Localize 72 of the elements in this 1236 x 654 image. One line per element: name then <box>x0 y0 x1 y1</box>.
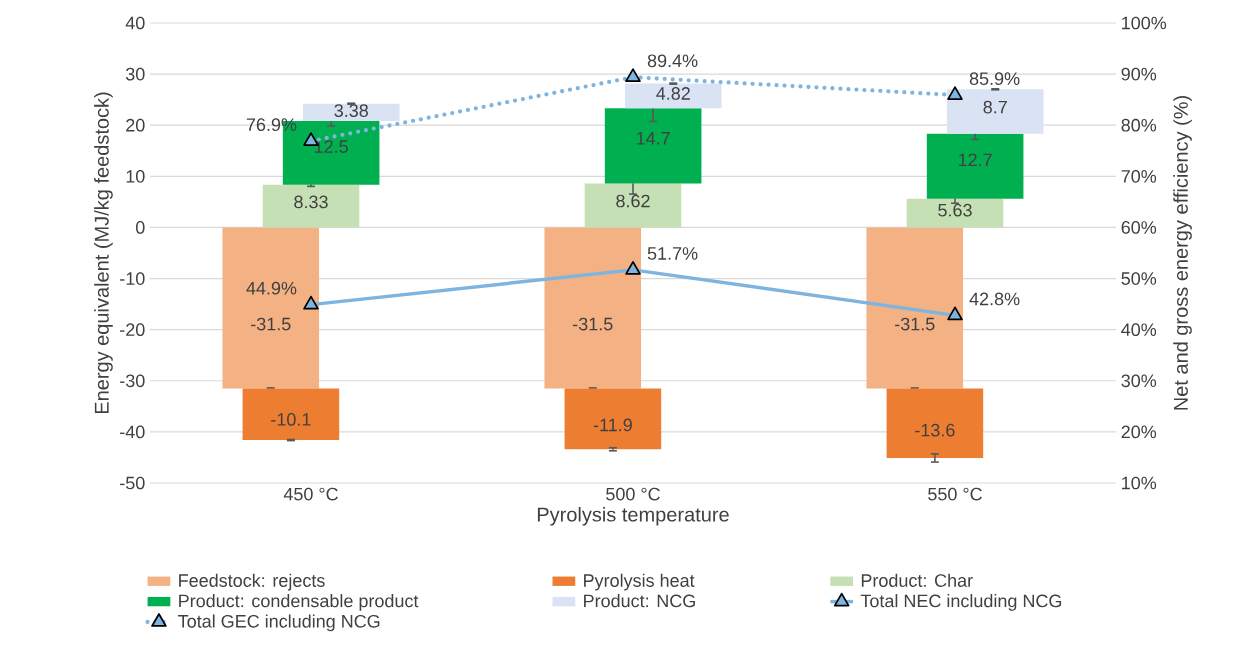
data-label: 12.5 <box>314 140 348 153</box>
bar <box>584 183 682 228</box>
bar <box>866 227 964 389</box>
y2-tick-label: 20% <box>1121 425 1157 439</box>
data-label: 8.62 <box>616 194 650 208</box>
data-label: 51.7% <box>647 247 698 260</box>
bar <box>906 198 1004 228</box>
bar <box>262 184 360 228</box>
legend-label: Pyrolysis heat <box>584 573 695 591</box>
y2-tick-label: 50% <box>1121 272 1157 285</box>
y-tick-label: 0 <box>135 221 145 234</box>
y2-tick-label: 80% <box>1121 118 1157 132</box>
y-tick-label: 20 <box>126 118 145 132</box>
y2-tick-label: 70% <box>1121 169 1157 183</box>
bar <box>926 133 1024 199</box>
data-label: -10.1 <box>271 413 311 426</box>
x-tick-label: 450 °C <box>283 487 338 501</box>
data-label: 85.9% <box>969 72 1020 86</box>
data-label: 89.4% <box>647 54 698 68</box>
bar <box>242 388 340 441</box>
y-tick-label: -50 <box>120 476 145 490</box>
x-axis-title: Pyrolysis temperature <box>537 506 729 526</box>
data-label: 5.63 <box>938 203 972 217</box>
data-label: 8.33 <box>294 195 328 209</box>
y-axis-title: Energy equivalent (MJ/kg feedstock) <box>94 92 113 414</box>
y2-tick-label: 100% <box>1122 16 1167 30</box>
legend-label: Total GEC including NCG <box>178 614 380 632</box>
x-tick-label: 500 °C <box>606 487 660 501</box>
legend-label: Product: Char <box>861 573 973 587</box>
y2-axis-title: Net and gross energy efficiency (%) <box>1173 96 1192 410</box>
point <box>625 68 641 83</box>
point <box>947 306 963 321</box>
data-label: 8.7 <box>983 100 1007 114</box>
legend-label: Total NEC including NCG <box>860 594 1062 611</box>
point <box>625 261 641 275</box>
y2-tick-label: 60% <box>1121 221 1157 234</box>
data-label: 44.9% <box>246 281 297 295</box>
data-label: -31.5 <box>573 317 613 331</box>
bar <box>624 83 722 109</box>
bar <box>946 89 1044 134</box>
data-label: 3.38 <box>334 104 368 117</box>
y2-tick-label: 40% <box>1121 323 1157 337</box>
x-tick-label: 550 °C <box>928 487 982 501</box>
y-tick-label: -10 <box>120 272 145 285</box>
point <box>947 86 963 100</box>
data-label: 4.82 <box>656 87 690 100</box>
bar <box>544 227 642 389</box>
y2-tick-label: 30% <box>1121 374 1157 388</box>
data-label: 12.7 <box>958 153 992 166</box>
data-label: -31.5 <box>251 317 291 331</box>
bar <box>564 388 662 450</box>
y-tick-label: 30 <box>125 67 145 81</box>
point <box>303 295 319 310</box>
data-label: -11.9 <box>593 418 632 432</box>
y-tick-label: -40 <box>120 425 145 439</box>
y-tick-label: -30 <box>120 374 145 388</box>
y2-tick-label: 90% <box>1121 67 1157 81</box>
legend-label: Feedstock: rejects <box>179 573 325 591</box>
y-tick-label: 10 <box>126 169 145 183</box>
y-tick-label: 40 <box>125 16 145 30</box>
legend-label: Product: condensable product <box>179 594 419 611</box>
data-label: 14.7 <box>636 132 670 145</box>
bar <box>302 103 400 121</box>
data-label: -31.5 <box>895 317 935 331</box>
bar <box>886 388 984 458</box>
bar <box>604 108 702 184</box>
bar <box>222 227 320 389</box>
data-label: 42.8% <box>969 292 1020 306</box>
y2-tick-label: 10% <box>1122 476 1157 490</box>
data-label: -13.6 <box>915 423 955 437</box>
y-tick-label: -20 <box>120 323 145 337</box>
legend-label: Product: NCG <box>584 594 695 608</box>
